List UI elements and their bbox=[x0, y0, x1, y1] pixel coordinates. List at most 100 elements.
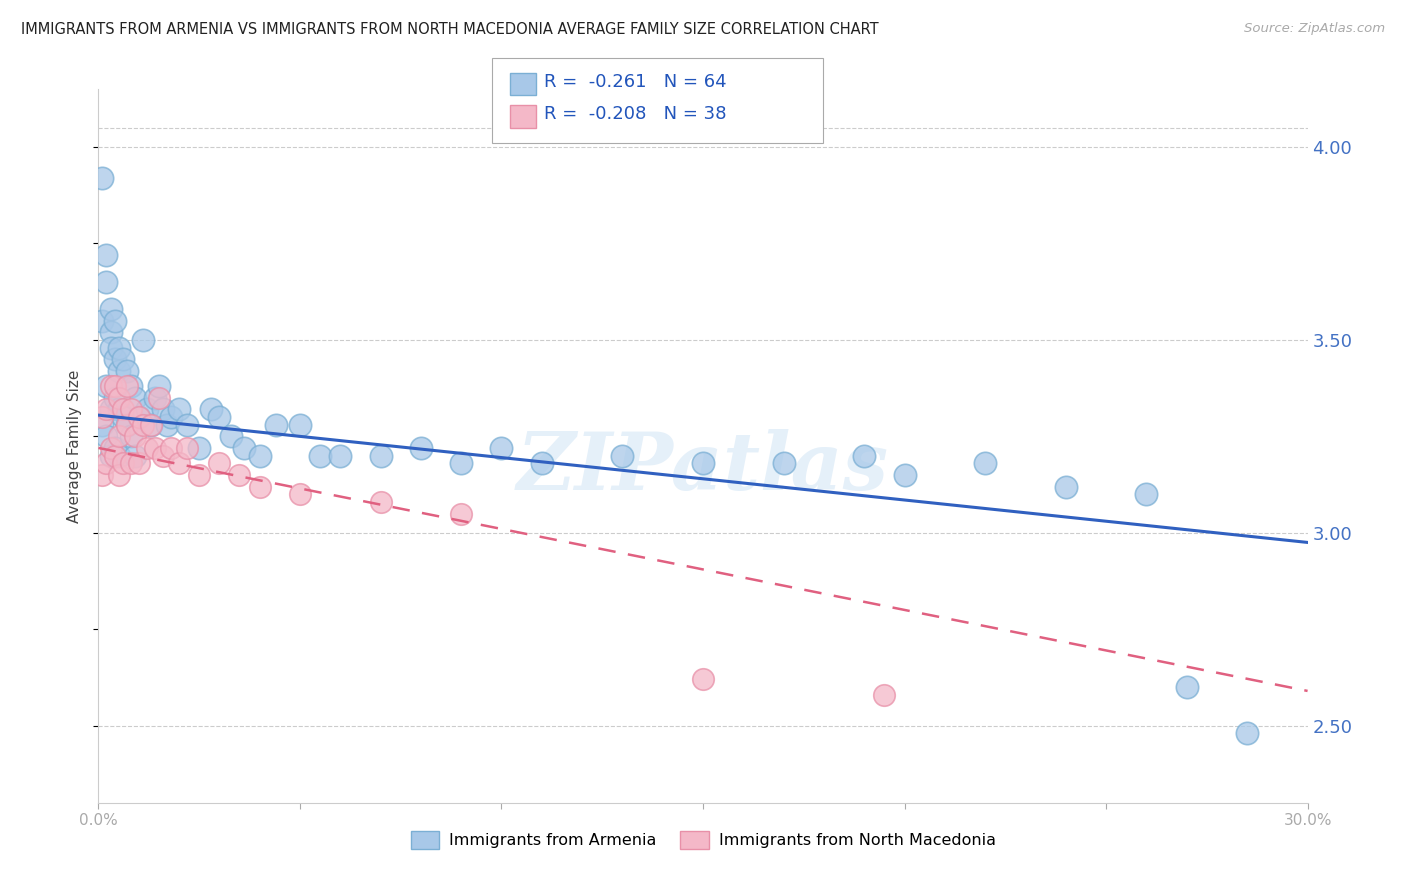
Point bbox=[100, 441, 122, 455]
Point bbox=[111, 352, 134, 367]
Point bbox=[893, 467, 915, 482]
Point bbox=[128, 410, 150, 425]
Point bbox=[103, 449, 125, 463]
Text: IMMIGRANTS FROM ARMENIA VS IMMIGRANTS FROM NORTH MACEDONIA AVERAGE FAMILY SIZE C: IMMIGRANTS FROM ARMENIA VS IMMIGRANTS FR… bbox=[21, 22, 879, 37]
Point bbox=[309, 449, 332, 463]
Point bbox=[103, 391, 125, 405]
Point bbox=[91, 313, 114, 327]
Point bbox=[974, 456, 997, 470]
Point bbox=[288, 417, 311, 432]
Point bbox=[132, 333, 155, 347]
Y-axis label: Average Family Size: Average Family Size bbox=[67, 369, 83, 523]
Point bbox=[152, 402, 174, 417]
Point bbox=[107, 391, 129, 405]
Point bbox=[100, 341, 122, 355]
Legend: Immigrants from Armenia, Immigrants from North Macedonia: Immigrants from Armenia, Immigrants from… bbox=[404, 824, 1002, 855]
Point bbox=[370, 449, 392, 463]
Point bbox=[115, 417, 138, 432]
Point bbox=[103, 313, 125, 327]
Point bbox=[111, 456, 134, 470]
Point bbox=[96, 402, 118, 417]
Point bbox=[409, 441, 432, 455]
Point bbox=[120, 379, 142, 393]
Point bbox=[143, 441, 166, 455]
Point bbox=[111, 410, 134, 425]
Point bbox=[232, 441, 254, 455]
Point bbox=[103, 379, 125, 393]
Point bbox=[96, 275, 118, 289]
Point bbox=[96, 456, 118, 470]
Point bbox=[167, 456, 190, 470]
Point bbox=[200, 402, 222, 417]
Point bbox=[103, 441, 125, 455]
Point bbox=[107, 341, 129, 355]
Point bbox=[128, 410, 150, 425]
Point bbox=[228, 467, 250, 482]
Point bbox=[450, 507, 472, 521]
Point bbox=[167, 402, 190, 417]
Point bbox=[120, 456, 142, 470]
Point bbox=[208, 456, 231, 470]
Point bbox=[120, 429, 142, 443]
Point bbox=[120, 402, 142, 417]
Point bbox=[100, 449, 122, 463]
Point bbox=[107, 467, 129, 482]
Point bbox=[124, 391, 146, 405]
Point bbox=[139, 417, 162, 432]
Point bbox=[160, 410, 183, 425]
Point bbox=[692, 673, 714, 687]
Point bbox=[143, 391, 166, 405]
Point bbox=[1054, 479, 1077, 493]
Point bbox=[135, 441, 157, 455]
Point bbox=[91, 467, 114, 482]
Point bbox=[249, 449, 271, 463]
Point bbox=[96, 429, 118, 443]
Point bbox=[288, 487, 311, 501]
Text: Source: ZipAtlas.com: Source: ZipAtlas.com bbox=[1244, 22, 1385, 36]
Point bbox=[370, 495, 392, 509]
Point bbox=[100, 301, 122, 316]
Point bbox=[91, 410, 114, 425]
Point bbox=[115, 364, 138, 378]
Point bbox=[329, 449, 352, 463]
Text: ZIPatlas: ZIPatlas bbox=[517, 429, 889, 506]
Point bbox=[873, 688, 896, 702]
Point bbox=[221, 429, 243, 443]
Point bbox=[128, 456, 150, 470]
Point bbox=[152, 449, 174, 463]
Text: R =  -0.261   N = 64: R = -0.261 N = 64 bbox=[544, 73, 727, 91]
Point bbox=[148, 391, 170, 405]
Point bbox=[96, 379, 118, 393]
Point bbox=[491, 441, 513, 455]
Point bbox=[772, 456, 794, 470]
Point bbox=[208, 410, 231, 425]
Point bbox=[139, 417, 162, 432]
Point bbox=[107, 429, 129, 443]
Point bbox=[107, 364, 129, 378]
Point bbox=[111, 402, 134, 417]
Point bbox=[124, 449, 146, 463]
Point bbox=[148, 379, 170, 393]
Point bbox=[612, 449, 634, 463]
Point bbox=[103, 352, 125, 367]
Point bbox=[107, 402, 129, 417]
Text: R =  -0.208   N = 38: R = -0.208 N = 38 bbox=[544, 105, 727, 123]
Point bbox=[107, 449, 129, 463]
Point bbox=[91, 170, 114, 185]
Point bbox=[176, 417, 198, 432]
Point bbox=[188, 467, 211, 482]
Point bbox=[249, 479, 271, 493]
Point bbox=[100, 325, 122, 339]
Point bbox=[160, 441, 183, 455]
Point bbox=[1175, 680, 1198, 694]
Point bbox=[124, 429, 146, 443]
Point bbox=[100, 379, 122, 393]
Point bbox=[176, 441, 198, 455]
Point bbox=[156, 417, 179, 432]
Point bbox=[115, 379, 138, 393]
Point bbox=[264, 417, 287, 432]
Point bbox=[450, 456, 472, 470]
Point bbox=[91, 417, 114, 432]
Point bbox=[115, 417, 138, 432]
Point bbox=[135, 402, 157, 417]
